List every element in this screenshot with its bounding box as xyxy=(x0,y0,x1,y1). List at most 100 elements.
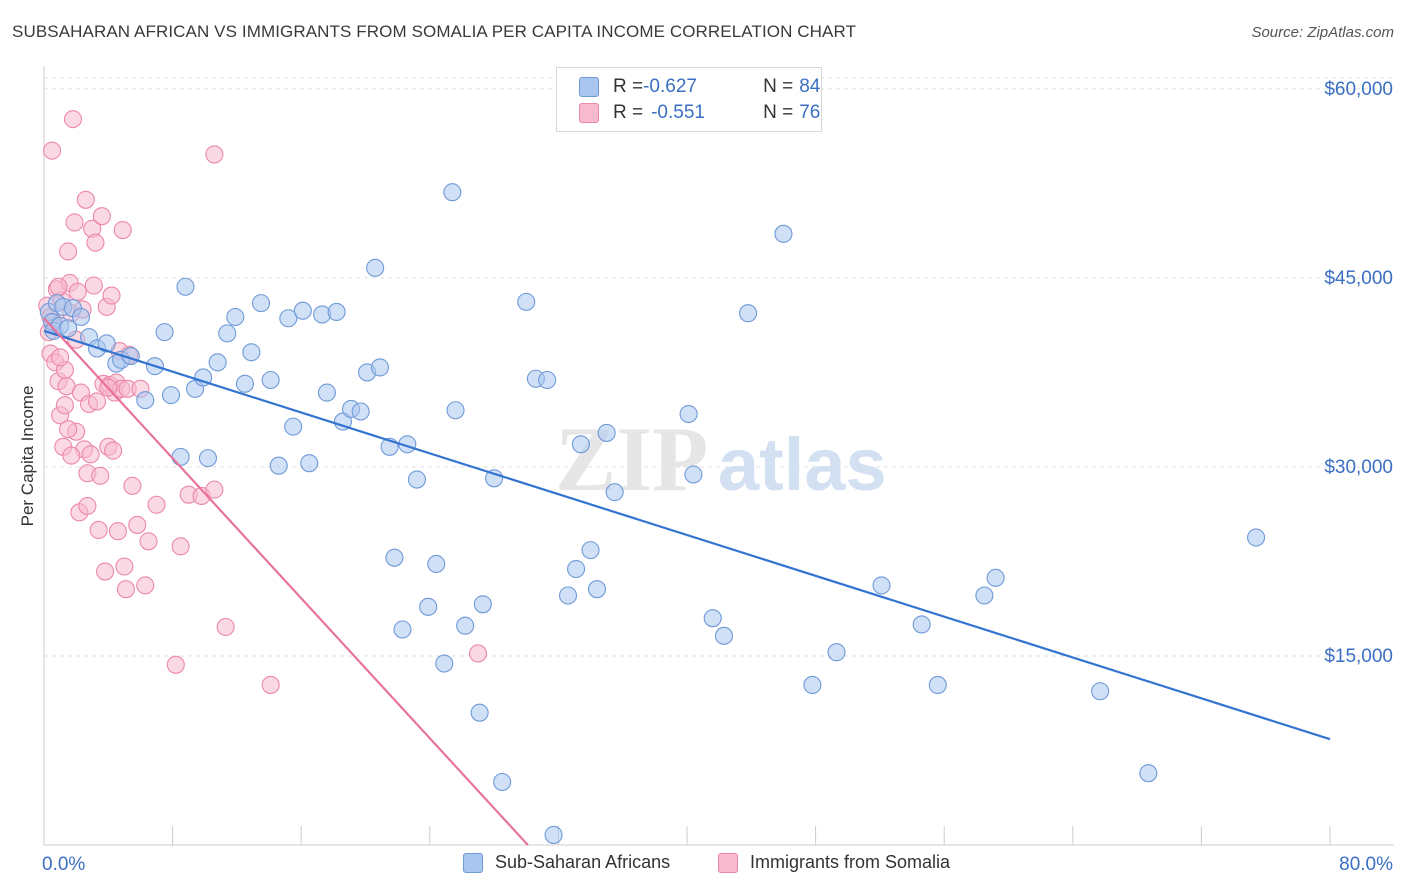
point-somalia xyxy=(147,495,166,514)
point-subsaharan xyxy=(558,586,578,605)
point-subsaharan xyxy=(928,675,947,695)
point-somalia xyxy=(84,276,103,295)
point-subsaharan xyxy=(714,626,734,645)
point-subsaharan xyxy=(171,447,190,466)
point-subsaharan xyxy=(71,307,91,327)
legend-row-series1: R = -0.627 N = 84 xyxy=(579,75,820,99)
point-somalia xyxy=(205,145,224,164)
trend-lines xyxy=(43,317,1331,846)
point-subsaharan xyxy=(684,465,703,484)
point-somalia xyxy=(59,242,78,261)
point-subsaharan xyxy=(97,334,116,353)
trend-line-somalia xyxy=(43,317,529,846)
point-subsaharan xyxy=(155,323,174,342)
point-subsaharan xyxy=(517,292,536,311)
point-somalia xyxy=(68,282,87,301)
point-somalia xyxy=(104,441,123,460)
point-subsaharan xyxy=(446,401,465,420)
watermark: ZIP atlas xyxy=(555,408,887,510)
point-somalia xyxy=(55,396,74,415)
point-somalia xyxy=(113,220,132,240)
legend-r-label-1: R = xyxy=(613,76,644,97)
point-subsaharan xyxy=(774,224,793,243)
point-subsaharan xyxy=(317,383,336,402)
legend-label-somalia: Immigrants from Somalia xyxy=(750,852,951,872)
point-subsaharan xyxy=(456,616,475,635)
point-somalia xyxy=(78,496,97,516)
point-somalia xyxy=(89,520,108,540)
point-subsaharan xyxy=(261,370,280,390)
point-subsaharan xyxy=(269,456,288,475)
point-subsaharan xyxy=(59,319,78,338)
point-subsaharan xyxy=(279,309,298,328)
point-subsaharan xyxy=(435,654,454,673)
legend-swatch-blue xyxy=(579,77,599,97)
point-subsaharan xyxy=(1091,682,1110,701)
point-subsaharan xyxy=(493,772,512,792)
point-subsaharan xyxy=(803,675,822,695)
point-somalia xyxy=(216,617,235,637)
point-subsaharan xyxy=(161,386,181,405)
point-subsaharan xyxy=(827,643,846,662)
correlation-legend: R = -0.627 N = 84 R = -0.551 N = 76 xyxy=(556,67,822,132)
point-somalia xyxy=(92,207,111,226)
point-somalia xyxy=(96,562,115,581)
point-subsaharan xyxy=(136,391,155,410)
point-subsaharan xyxy=(351,402,370,421)
point-subsaharan xyxy=(597,423,616,442)
point-somalia xyxy=(468,644,488,663)
point-somalia xyxy=(108,522,127,541)
legend-swatch-somalia xyxy=(718,852,738,873)
point-subsaharan xyxy=(293,301,312,320)
x-tick-label: 0.0% xyxy=(42,854,85,875)
point-subsaharan xyxy=(605,483,624,502)
y-tick-label: $60,000 xyxy=(1324,79,1393,100)
point-subsaharan xyxy=(986,568,1005,587)
chart-title: SUBSAHARAN AFRICAN VS IMMIGRANTS FROM SO… xyxy=(12,22,857,41)
y-tick-label: $15,000 xyxy=(1324,646,1393,667)
source-label: Source: ZipAtlas.com xyxy=(1251,24,1394,41)
legend-r-label-2: R = xyxy=(613,102,644,123)
point-somalia xyxy=(59,420,78,439)
point-subsaharan xyxy=(327,302,346,322)
point-subsaharan xyxy=(473,595,492,614)
point-subsaharan xyxy=(198,449,218,468)
point-subsaharan xyxy=(370,358,390,377)
point-somalia xyxy=(86,233,105,252)
point-somalia xyxy=(51,348,70,367)
point-somalia xyxy=(63,110,82,129)
series-legend: Sub-Saharan Africans Immigrants from Som… xyxy=(0,852,1406,878)
axis-labels: $15,000 $30,000 $45,000 $60,000 0.0% 80.0% Per… xyxy=(18,79,1393,875)
legend-label-subsaharan: Sub-Saharan Africans xyxy=(495,852,671,872)
point-somalia xyxy=(123,476,142,495)
point-subsaharan xyxy=(366,258,385,277)
point-subsaharan xyxy=(470,703,489,722)
point-subsaharan xyxy=(538,370,557,390)
point-subsaharan xyxy=(300,454,319,473)
point-subsaharan xyxy=(284,417,303,436)
point-subsaharan xyxy=(1139,764,1158,783)
point-somalia xyxy=(102,286,121,305)
point-subsaharan xyxy=(587,580,607,599)
point-subsaharan xyxy=(407,470,426,489)
point-subsaharan xyxy=(419,597,438,616)
point-somalia xyxy=(115,557,134,576)
point-subsaharan xyxy=(581,541,600,560)
legend-row-series2: R = -0.551 N = 76 xyxy=(579,101,820,125)
point-subsaharan xyxy=(443,183,462,202)
point-somalia xyxy=(49,277,68,296)
legend-swatch-pink xyxy=(579,103,599,123)
legend-swatch-subsaharan xyxy=(463,852,483,873)
y-tick-label: $30,000 xyxy=(1324,457,1393,478)
legend-n-label-2: N = xyxy=(763,102,794,123)
point-somalia xyxy=(91,466,110,485)
point-subsaharan xyxy=(703,609,722,628)
point-somalia xyxy=(87,392,107,411)
point-somalia xyxy=(171,537,190,556)
legend-n-label-1: N = xyxy=(763,76,794,97)
point-somalia xyxy=(65,213,84,232)
point-subsaharan xyxy=(251,294,271,313)
point-somalia xyxy=(116,580,136,599)
point-somalia xyxy=(136,576,155,595)
